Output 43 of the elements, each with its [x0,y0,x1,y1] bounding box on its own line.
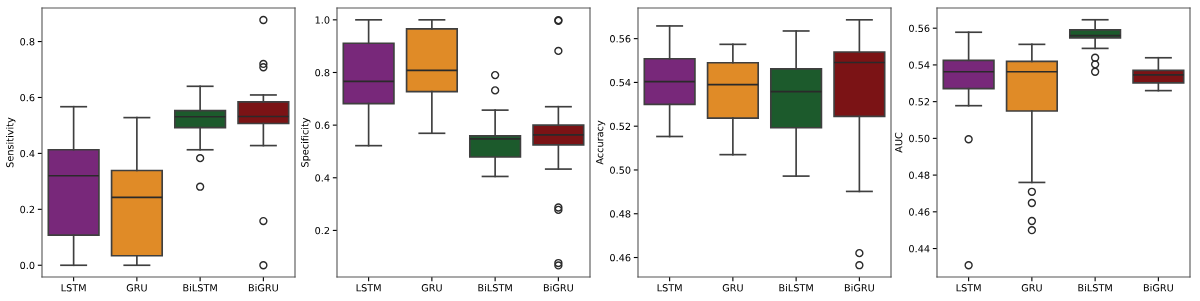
y-tick-label: 0.6 [315,121,330,129]
y-axis-title: AUC [895,132,903,153]
y-axis-title: Sensitivity [6,117,16,168]
x-tick-label: BiGRU [543,283,573,292]
x-tick-label: GRU [722,284,743,292]
y-tick-label: 0.8 [20,38,35,46]
y-tick-label: 0.56 [610,35,631,43]
x-tick-label: GRU [1021,284,1042,292]
y-axis-title: Accuracy [596,120,606,165]
y-axis-title: Specificity [301,117,311,167]
x-tick-label: LSTM [657,284,682,292]
y-tick-label: 0.2 [20,205,35,214]
y-tick-label: 0.52 [610,122,631,131]
y-tick-label: 0.0 [20,261,35,270]
y-tick-label: 0.48 [610,210,631,218]
x-tick-label: LSTM [356,284,381,292]
y-tick-label: 0.44 [909,245,930,253]
x-tick-label: GRU [421,284,442,292]
x-tick-label: GRU [126,284,147,292]
y-tick-label: 0.4 [315,174,330,182]
y-tick-label: 0.50 [909,134,930,143]
x-tick-label: BiLSTM [779,283,813,292]
x-tick-label: LSTM [956,284,981,292]
x-tick-label: BiGRU [248,283,278,292]
y-tick-label: 0.48 [909,171,930,179]
x-tick-label: BiLSTM [183,283,217,292]
y-tick-label: 1.0 [315,16,330,24]
y-tick-label: 0.2 [315,226,330,235]
y-tick-label: 0.54 [909,61,930,69]
x-tick-label: BiGRU [844,283,874,292]
y-tick-label: 0.46 [909,208,930,216]
y-tick-label: 0.8 [315,68,330,77]
x-tick-label: BiLSTM [478,283,512,292]
y-tick-label: 0.50 [610,166,631,174]
y-tick-label: 0.56 [909,24,930,33]
x-tick-label: BiLSTM [1078,283,1112,292]
y-tick-label: 0.54 [610,78,631,87]
x-tick-label: LSTM [61,284,86,292]
y-tick-label: 0.46 [610,254,631,262]
y-tick-label: 0.6 [20,93,35,102]
y-tick-label: 0.4 [20,149,35,158]
x-tick-label: BiGRU [1143,283,1173,292]
y-tick-label: 0.52 [909,98,930,106]
